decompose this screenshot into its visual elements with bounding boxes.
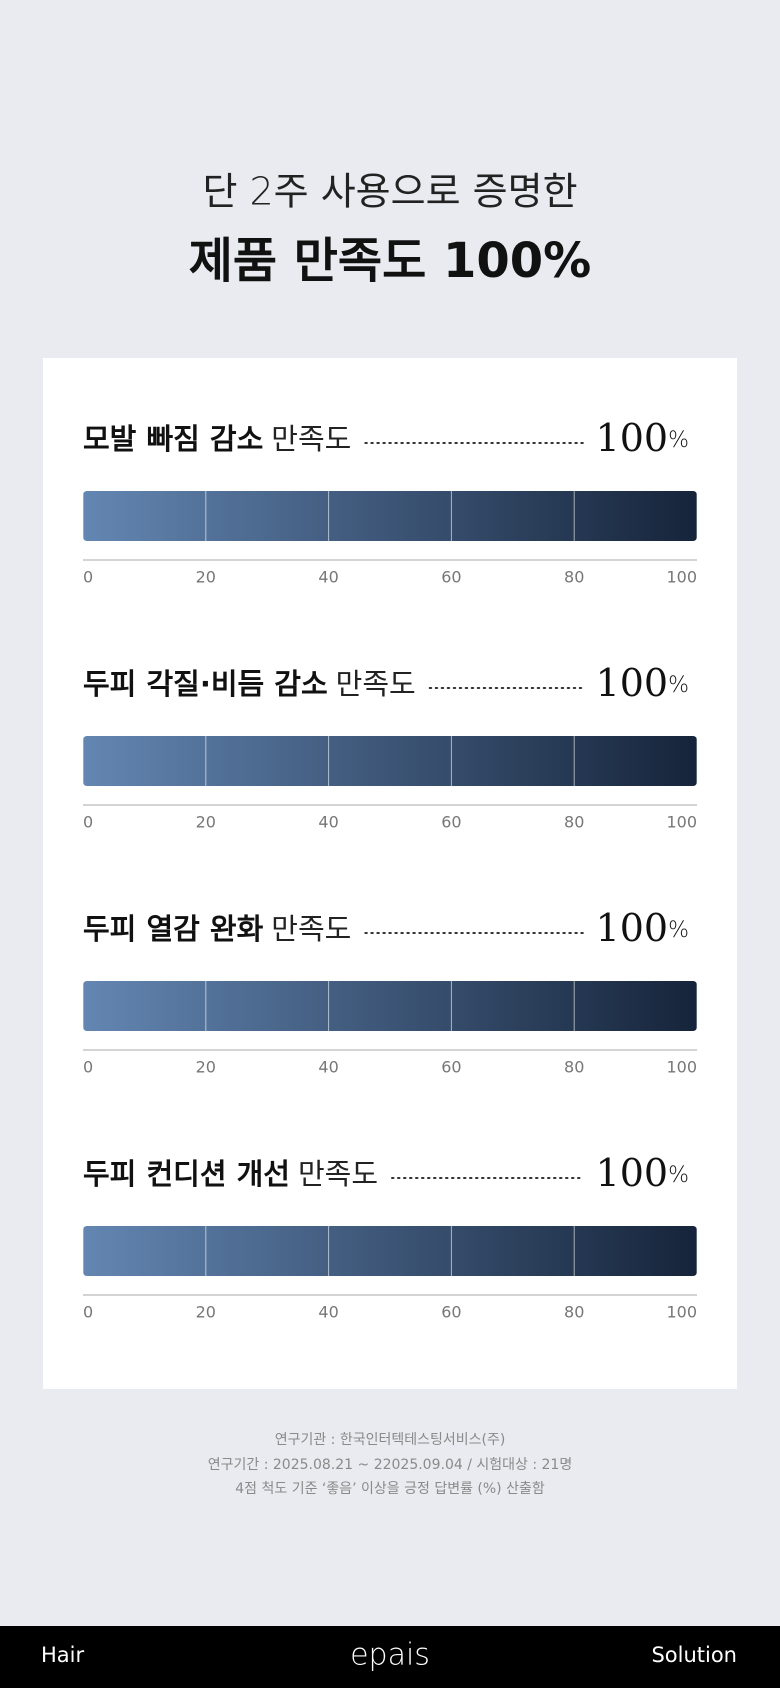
x-tick-label: 40 bbox=[318, 813, 338, 832]
x-tick-label: 0 bbox=[83, 1058, 93, 1077]
x-tick-label: 40 bbox=[318, 1303, 338, 1322]
x-tick-label: 80 bbox=[564, 568, 584, 587]
chart-title: 두피 열감 완화 bbox=[83, 912, 264, 946]
x-tick-label: 80 bbox=[564, 1303, 584, 1322]
footer-left: Hair bbox=[41, 1643, 84, 1667]
chart-title-suffix: 만족도 bbox=[271, 422, 351, 456]
bar bbox=[83, 1226, 697, 1276]
chart-title: 두피 컨디션 개선 bbox=[83, 1157, 290, 1191]
x-tick-label: 20 bbox=[196, 1303, 216, 1322]
bar bbox=[83, 736, 697, 786]
x-tick-label: 100 bbox=[666, 1058, 697, 1077]
note: 연구기관 : 한국인터텍테스팅서비스(주) bbox=[275, 1432, 506, 1448]
footer-bar bbox=[0, 1626, 780, 1688]
x-tick-label: 0 bbox=[83, 813, 93, 832]
x-tick-label: 60 bbox=[441, 1058, 461, 1077]
x-tick-label: 40 bbox=[318, 1058, 338, 1077]
note: 연구기간 : 2025.08.21 ~ 22025.09.04 / 시험대상 :… bbox=[208, 1457, 572, 1473]
value-label: 100% bbox=[596, 661, 689, 705]
header-title: 제품 만족도 100% bbox=[189, 233, 592, 289]
x-tick-label: 0 bbox=[83, 1303, 93, 1322]
x-tick-label: 0 bbox=[83, 568, 93, 587]
x-tick-label: 60 bbox=[441, 813, 461, 832]
x-tick-label: 100 bbox=[666, 568, 697, 587]
x-tick-label: 60 bbox=[441, 568, 461, 587]
note: 4점 척도 기준 ‘좋음’ 이상을 긍정 답변률 (%) 산출함 bbox=[235, 1481, 545, 1497]
chart-title-suffix: 만족도 bbox=[271, 912, 351, 946]
x-tick-label: 100 bbox=[666, 1303, 697, 1322]
x-tick-label: 80 bbox=[564, 813, 584, 832]
value-label: 100% bbox=[596, 1151, 689, 1195]
x-tick-label: 20 bbox=[196, 1058, 216, 1077]
value-label: 100% bbox=[596, 416, 689, 460]
chart-title-suffix: 만족도 bbox=[336, 667, 416, 701]
footer-right: Solution bbox=[651, 1643, 737, 1667]
x-tick-label: 100 bbox=[666, 813, 697, 832]
brand: epais bbox=[350, 1638, 430, 1673]
bar bbox=[83, 981, 697, 1031]
x-tick-label: 80 bbox=[564, 1058, 584, 1077]
x-tick-label: 20 bbox=[196, 813, 216, 832]
chart-title: 두피 각질·비듬 감소 bbox=[83, 667, 328, 701]
x-tick-label: 20 bbox=[196, 568, 216, 587]
chart-title: 모발 빠짐 감소 bbox=[83, 422, 263, 456]
bar bbox=[83, 491, 697, 541]
x-tick-label: 60 bbox=[441, 1303, 461, 1322]
x-tick-label: 40 bbox=[318, 568, 338, 587]
chart-title-suffix: 만족도 bbox=[298, 1157, 378, 1191]
value-label: 100% bbox=[596, 906, 689, 950]
header-subtitle: 단 2주 사용으로 증명한 bbox=[202, 170, 577, 214]
